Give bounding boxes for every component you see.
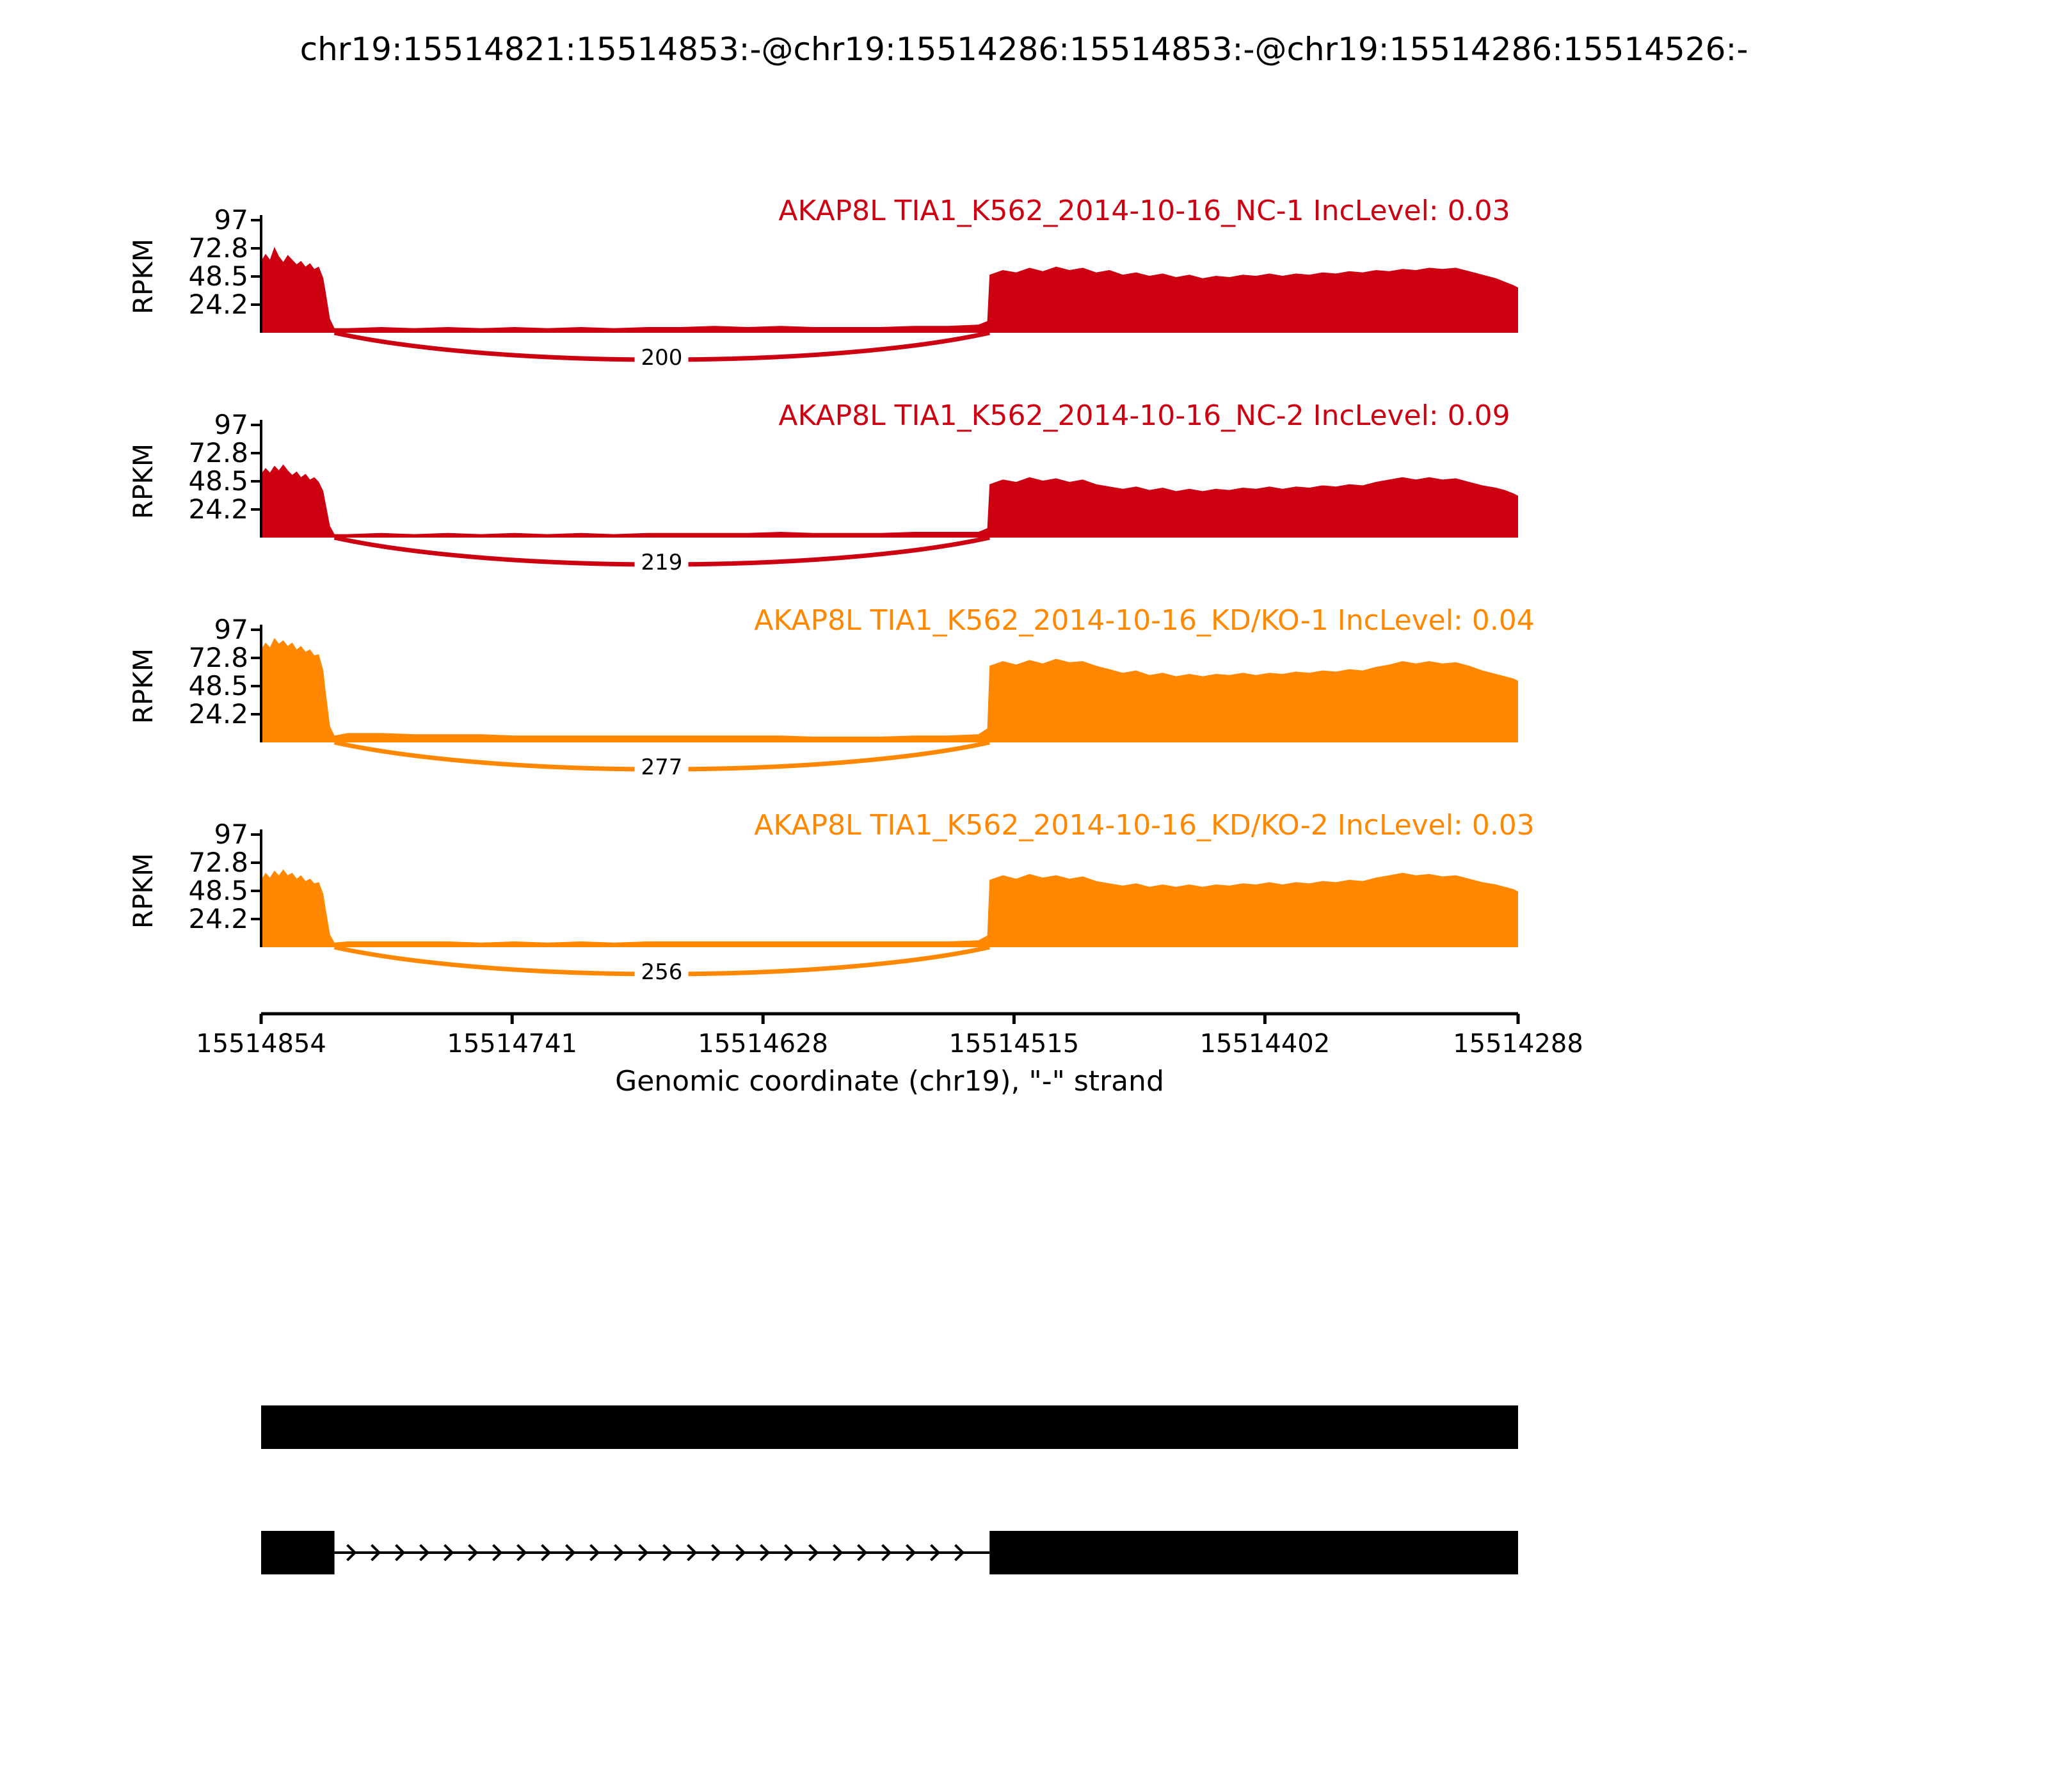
coverage-area-track4 (261, 869, 1518, 947)
strand-arrow-icon (808, 1544, 819, 1562)
gene-exon (989, 1531, 1518, 1574)
strand-arrow-icon (857, 1544, 868, 1562)
junction-arc-track2 (333, 535, 990, 567)
strand-arrow-icon (906, 1544, 916, 1562)
strand-arrow-icon (760, 1544, 771, 1562)
strand-arrow-icon (492, 1544, 503, 1562)
gene-exon (261, 1405, 1518, 1449)
strand-arrow-icon (541, 1544, 552, 1562)
strand-arrow-icon (468, 1544, 479, 1562)
strand-arrow-icon (614, 1544, 625, 1562)
coverage-area-track3 (261, 637, 1518, 742)
strand-arrow-icon (833, 1544, 844, 1562)
strand-arrow-icon (565, 1544, 576, 1562)
strand-arrow-icon (930, 1544, 941, 1562)
strand-arrow-icon (346, 1544, 357, 1562)
strand-arrow-icon (662, 1544, 673, 1562)
strand-arrow-icon (371, 1544, 381, 1562)
strand-arrow-icon (516, 1544, 527, 1562)
strand-arrow-icon (784, 1544, 795, 1562)
strand-arrow-icon (589, 1544, 600, 1562)
strand-arrow-icon (638, 1544, 649, 1562)
strand-arrow-icon (444, 1544, 454, 1562)
junction-arc-track3 (333, 740, 990, 772)
strand-arrow-icon (395, 1544, 406, 1562)
strand-arrow-icon (881, 1544, 892, 1562)
strand-arrow-icon (419, 1544, 430, 1562)
strand-arrow-icon (954, 1544, 965, 1562)
junction-arc-track1 (333, 330, 990, 362)
strand-arrow-icon (687, 1544, 698, 1562)
coverage-area-track2 (261, 464, 1518, 538)
coverage-area-track1 (261, 246, 1518, 333)
strand-arrow-icon (735, 1544, 746, 1562)
gene-exon (261, 1531, 335, 1574)
junction-arc-track4 (333, 945, 990, 977)
strand-arrow-icon (711, 1544, 722, 1562)
